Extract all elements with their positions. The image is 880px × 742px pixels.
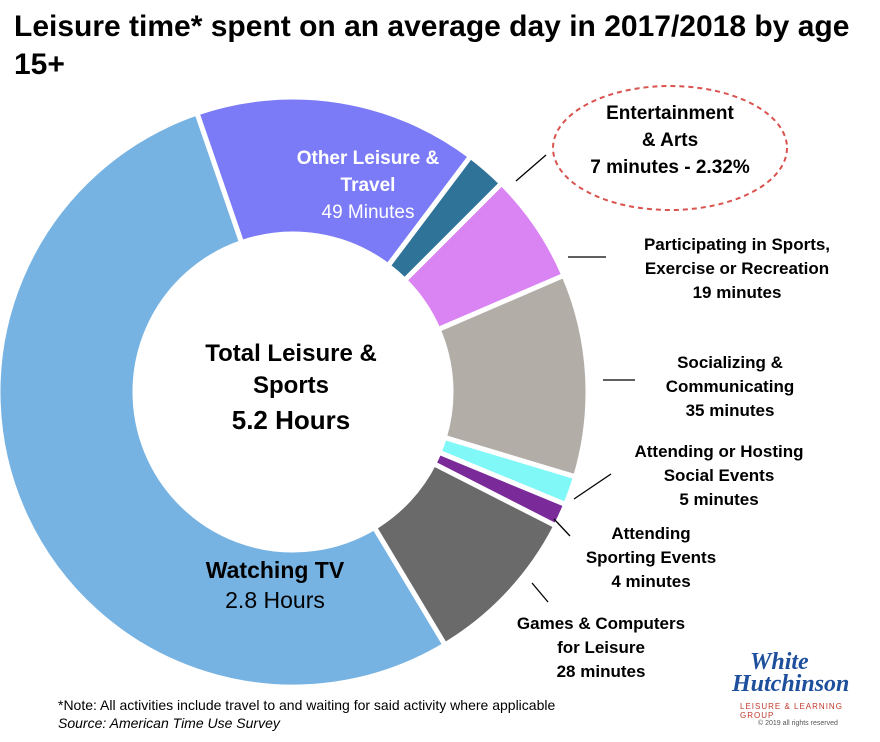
leader-hosting xyxy=(573,473,612,500)
label-host-3: 5 minutes xyxy=(679,490,759,509)
label-sport-2: Exercise or Recreation xyxy=(644,259,830,278)
center-line-1: Total Leisure & xyxy=(205,340,377,367)
label-social-2: Communicating xyxy=(665,377,795,396)
label-other-leisure: Other Leisure & Travel 49 Minutes xyxy=(258,145,478,226)
logo-copyright: © 2019 all rights reserved xyxy=(758,720,838,727)
entertainment-highlight-ellipse xyxy=(552,85,788,211)
logo-line-2: Hutchinson xyxy=(732,671,850,697)
label-sport-1: Participating in Sports, xyxy=(643,235,831,254)
label-tv-name: Watching TV xyxy=(205,557,345,583)
center-line-3: 5.2 Hours xyxy=(231,405,351,435)
label-attending-sports: Attending Sporting Events 4 minutes xyxy=(556,522,746,594)
label-entertainment: Entertainment & Arts 7 minutes - 2.32% xyxy=(560,100,780,181)
center-total: Total Leisure & Sports 5.2 Hours xyxy=(176,338,406,436)
label-games-3: 28 minutes xyxy=(556,662,646,681)
slice-watching-tv xyxy=(0,110,448,690)
label-sports: Participating in Sports, Exercise or Rec… xyxy=(612,233,862,305)
footnote: *Note: All activities include travel to … xyxy=(58,697,556,713)
label-attend-2: Sporting Events xyxy=(585,548,717,567)
donut-slices xyxy=(0,94,591,690)
center-line-2: Sports xyxy=(252,372,329,399)
label-socializing: Socializing & Communicating 35 minutes xyxy=(620,351,840,423)
source-note: Source: American Time Use Survey xyxy=(58,715,280,731)
label-hosting: Attending or Hosting Social Events 5 min… xyxy=(604,440,834,512)
label-social-3: 35 minutes xyxy=(685,401,775,420)
label-ent-2: & Arts xyxy=(641,130,699,151)
slice-other-leisure-travel xyxy=(194,94,474,269)
label-ent-1: Entertainment xyxy=(606,103,734,124)
label-watching-tv: Watching TV 2.8 Hours xyxy=(170,555,380,615)
label-games-2: for Leisure xyxy=(557,638,645,657)
label-social-1: Socializing & xyxy=(677,353,783,372)
label-ent-3: 7 minutes - 2.32% xyxy=(590,157,750,178)
leader-entertainment xyxy=(515,154,547,182)
label-other-name-2: Travel xyxy=(340,175,396,196)
label-host-2: Social Events xyxy=(663,466,775,485)
label-attend-3: 4 minutes xyxy=(611,572,691,591)
leader-games xyxy=(531,582,549,603)
label-sport-3: 19 minutes xyxy=(692,283,782,302)
label-other-value: 49 Minutes xyxy=(321,202,415,223)
label-tv-value: 2.8 Hours xyxy=(225,587,325,613)
label-games-1: Games & Computers xyxy=(516,614,686,633)
label-other-name-1: Other Leisure & xyxy=(296,148,440,169)
label-games: Games & Computers for Leisure 28 minutes xyxy=(486,612,716,684)
logo-subtitle: LEISURE & LEARNING GROUP xyxy=(740,702,843,720)
label-host-1: Attending or Hosting xyxy=(634,442,804,461)
logo-line-1: White xyxy=(750,649,809,675)
white-hutchinson-logo: White Hutchinson LEISURE & LEARNING GROU… xyxy=(732,650,872,738)
label-attend-1: Attending xyxy=(611,524,691,543)
leader-attending xyxy=(553,518,571,537)
chart-title: Leisure time* spent on an average day in… xyxy=(14,10,850,81)
